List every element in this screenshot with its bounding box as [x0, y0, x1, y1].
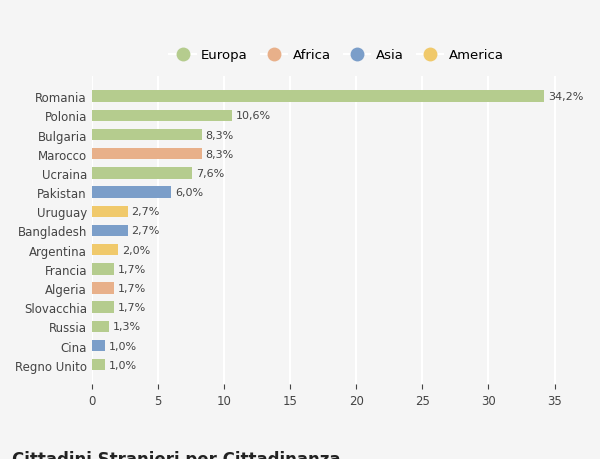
Text: 1,3%: 1,3%: [113, 322, 141, 332]
Text: 8,3%: 8,3%: [206, 150, 234, 159]
Bar: [92, 283, 115, 294]
Text: 1,0%: 1,0%: [109, 341, 137, 351]
Bar: [92, 168, 193, 179]
Text: 1,7%: 1,7%: [118, 283, 146, 293]
Text: Cittadini Stranieri per Cittadinanza: Cittadini Stranieri per Cittadinanza: [12, 450, 341, 459]
Bar: [92, 321, 109, 332]
Bar: [92, 359, 105, 371]
Text: 8,3%: 8,3%: [206, 130, 234, 140]
Text: 7,6%: 7,6%: [196, 168, 224, 179]
Bar: [92, 340, 105, 352]
Bar: [92, 149, 202, 160]
Text: 34,2%: 34,2%: [548, 92, 583, 102]
Bar: [92, 244, 118, 256]
Text: 1,7%: 1,7%: [118, 264, 146, 274]
Bar: [92, 302, 115, 313]
Legend: Europa, Africa, Asia, America: Europa, Africa, Asia, America: [164, 44, 509, 67]
Bar: [92, 225, 128, 237]
Bar: [92, 187, 171, 198]
Bar: [92, 110, 232, 122]
Text: 1,7%: 1,7%: [118, 302, 146, 313]
Text: 2,0%: 2,0%: [122, 245, 151, 255]
Text: 2,7%: 2,7%: [131, 207, 160, 217]
Text: 6,0%: 6,0%: [175, 188, 203, 198]
Bar: [92, 91, 544, 103]
Text: 1,0%: 1,0%: [109, 360, 137, 370]
Text: 2,7%: 2,7%: [131, 226, 160, 236]
Bar: [92, 263, 115, 275]
Bar: [92, 129, 202, 141]
Text: 10,6%: 10,6%: [236, 111, 271, 121]
Bar: [92, 206, 128, 218]
